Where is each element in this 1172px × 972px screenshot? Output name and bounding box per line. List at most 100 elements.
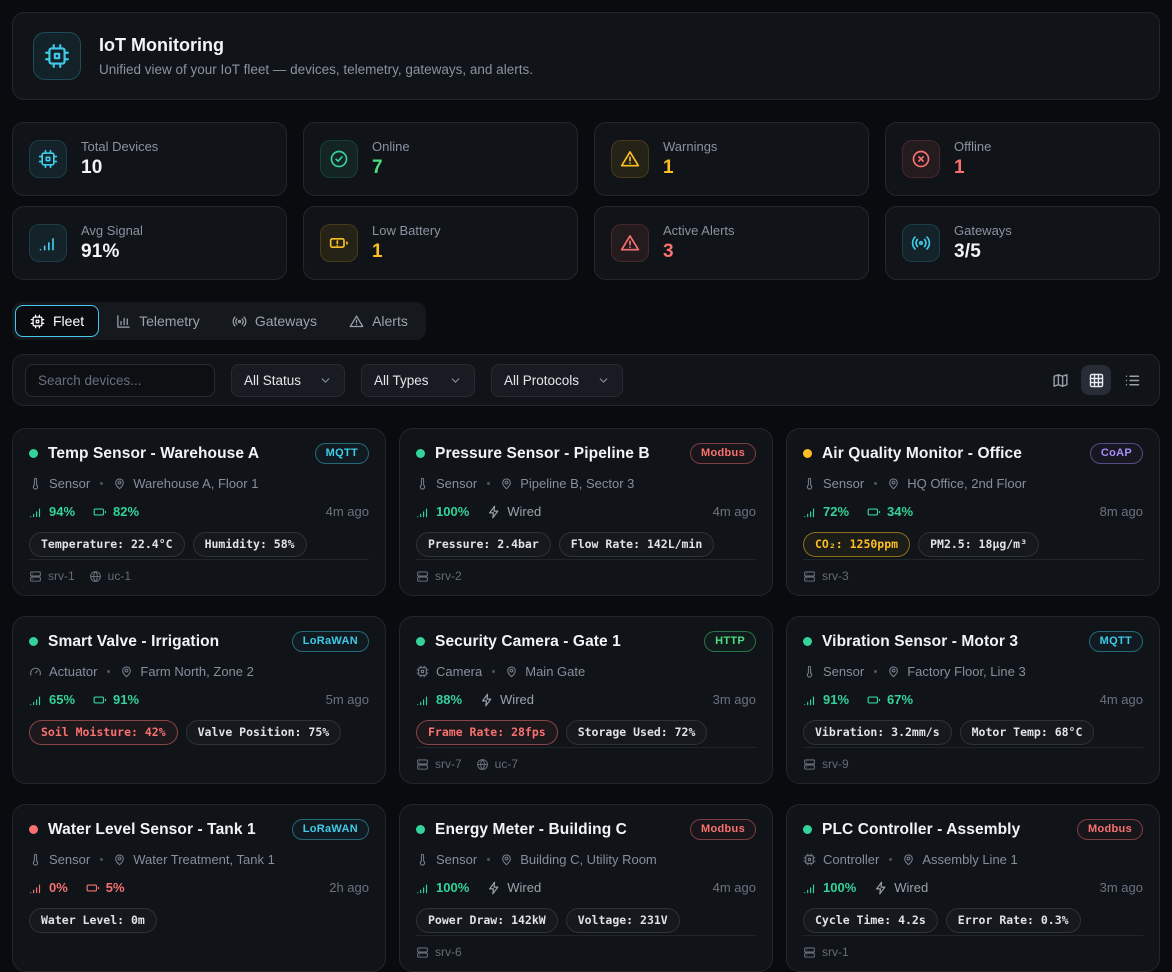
- stat-card-low-battery: Low Battery 1: [303, 206, 578, 280]
- stat-value: 3: [663, 241, 674, 262]
- map-pin-icon: [500, 853, 513, 866]
- device-card[interactable]: Air Quality Monitor - Office CoAP Sensor…: [786, 428, 1160, 596]
- grid-icon: [1088, 372, 1105, 389]
- stat-value: 1: [954, 157, 965, 178]
- map-pin-icon: [120, 665, 133, 678]
- check-circle-icon: [329, 149, 349, 169]
- status-filter-select[interactable]: All Status: [231, 363, 346, 397]
- device-card[interactable]: Water Level Sensor - Tank 1 LoRaWAN Sens…: [12, 804, 386, 972]
- device-title: PLC Controller - Assembly: [822, 820, 1021, 838]
- server-icon: [803, 570, 816, 583]
- server-icon: [416, 946, 429, 959]
- chevron-down-icon: [319, 374, 332, 387]
- type-filter-select[interactable]: All Types: [361, 363, 476, 397]
- protocol-filter-select[interactable]: All Protocols: [491, 363, 624, 397]
- device-type: Actuator: [49, 664, 98, 679]
- footer-label: srv-1: [822, 945, 849, 959]
- view-grid-button[interactable]: [1081, 365, 1111, 395]
- signal-icon: [29, 693, 43, 707]
- stat-icon-tile: [320, 224, 358, 262]
- stat-value: 1: [663, 157, 674, 178]
- device-title: Temp Sensor - Warehouse A: [48, 444, 260, 462]
- stat-label: Total Devices: [81, 139, 159, 154]
- view-list-button[interactable]: [1117, 365, 1147, 395]
- stat-icon-tile: [611, 224, 649, 262]
- tab-gateways[interactable]: Gateways: [217, 305, 332, 337]
- telemetry-chip: Pressure: 2.4bar: [416, 532, 551, 557]
- protocol-filter-value: All Protocols: [504, 372, 580, 388]
- zap-icon: [480, 693, 494, 707]
- tab-telemetry[interactable]: Telemetry: [101, 305, 215, 337]
- battery-icon: [867, 505, 881, 519]
- device-card[interactable]: Pressure Sensor - Pipeline B Modbus Sens…: [399, 428, 773, 596]
- protocol-badge: MQTT: [314, 443, 369, 464]
- tab-label: Telemetry: [139, 313, 200, 329]
- view-map-button[interactable]: [1045, 365, 1075, 395]
- server-ref: srv-9: [803, 757, 849, 771]
- device-footer: srv-9: [803, 747, 1143, 771]
- device-location: Pipeline B, Sector 3: [520, 476, 635, 491]
- map-pin-icon: [902, 853, 915, 866]
- last-seen: 8m ago: [1099, 504, 1143, 519]
- radio-icon: [911, 233, 931, 253]
- tab-alerts[interactable]: Alerts: [334, 305, 423, 337]
- meta-separator: [107, 670, 111, 673]
- device-footer: srv-6: [416, 935, 756, 959]
- stat-card-active-alerts: Active Alerts 3: [594, 206, 869, 280]
- power-value: 67%: [887, 692, 914, 707]
- signal-icon: [416, 881, 430, 895]
- page-subtitle: Unified view of your IoT fleet — devices…: [99, 62, 533, 77]
- server-ref: srv-1: [803, 945, 849, 959]
- stat-card-gateways: Gateways 3/5: [885, 206, 1160, 280]
- stat-label: Gateways: [954, 223, 1012, 238]
- device-title: Security Camera - Gate 1: [435, 632, 621, 650]
- telemetry-chip: Temperature: 22.4°C: [29, 532, 185, 557]
- telemetry-chip: Vibration: 3.2mm/s: [803, 720, 952, 745]
- device-footer: srv-3: [803, 559, 1143, 583]
- meta-separator: [492, 670, 496, 673]
- device-card[interactable]: Temp Sensor - Warehouse A MQTT Sensor Wa…: [12, 428, 386, 596]
- signal-value: 72%: [823, 504, 850, 519]
- footer-label: srv-2: [435, 569, 462, 583]
- signal-icon: [29, 505, 43, 519]
- footer-label: uc-1: [107, 569, 132, 583]
- signal-value: 100%: [823, 880, 857, 895]
- tab-label: Fleet: [53, 313, 85, 329]
- power-value: Wired: [894, 880, 929, 895]
- tab-bar: Fleet Telemetry Gateways Alerts: [12, 302, 426, 340]
- device-card[interactable]: Vibration Sensor - Motor 3 MQTT Sensor F…: [786, 616, 1160, 784]
- globe-icon: [476, 758, 489, 771]
- signal-icon: [38, 233, 58, 253]
- signal-value: 100%: [436, 880, 470, 895]
- device-grid: Temp Sensor - Warehouse A MQTT Sensor Wa…: [12, 428, 1160, 972]
- device-card[interactable]: PLC Controller - Assembly Modbus Control…: [786, 804, 1160, 972]
- device-type: Sensor: [823, 476, 865, 491]
- telemetry-chip: Power Draw: 142kW: [416, 908, 558, 933]
- cpu-icon: [416, 665, 429, 678]
- last-seen: 4m ago: [1099, 692, 1143, 707]
- alert-triangle-icon: [620, 233, 640, 253]
- device-footer: srv-7 uc-7: [416, 747, 756, 771]
- tab-label: Gateways: [254, 313, 318, 329]
- device-card[interactable]: Security Camera - Gate 1 HTTP Camera Mai…: [399, 616, 773, 784]
- stat-icon-tile: [320, 140, 358, 178]
- signal-icon: [29, 881, 43, 895]
- footer-label: srv-1: [48, 569, 75, 583]
- tab-fleet[interactable]: Fleet: [15, 305, 100, 337]
- gateway-ref: uc-7: [476, 757, 518, 771]
- search-input[interactable]: [25, 363, 215, 397]
- device-title: Air Quality Monitor - Office: [822, 444, 1023, 462]
- meta-separator: [874, 482, 878, 485]
- device-status-dot: [803, 825, 812, 834]
- view-toggle-group: [1045, 365, 1147, 395]
- meta-separator: [889, 858, 893, 861]
- stat-icon-tile: [611, 140, 649, 178]
- server-icon: [803, 758, 816, 771]
- device-status-dot: [416, 637, 425, 646]
- footer-label: srv-3: [822, 569, 849, 583]
- device-card[interactable]: Smart Valve - Irrigation LoRaWAN Actuato…: [12, 616, 386, 784]
- protocol-badge: CoAP: [1089, 443, 1143, 464]
- chevron-down-icon: [597, 374, 610, 387]
- meta-separator: [487, 482, 491, 485]
- device-card[interactable]: Energy Meter - Building C Modbus Sensor …: [399, 804, 773, 972]
